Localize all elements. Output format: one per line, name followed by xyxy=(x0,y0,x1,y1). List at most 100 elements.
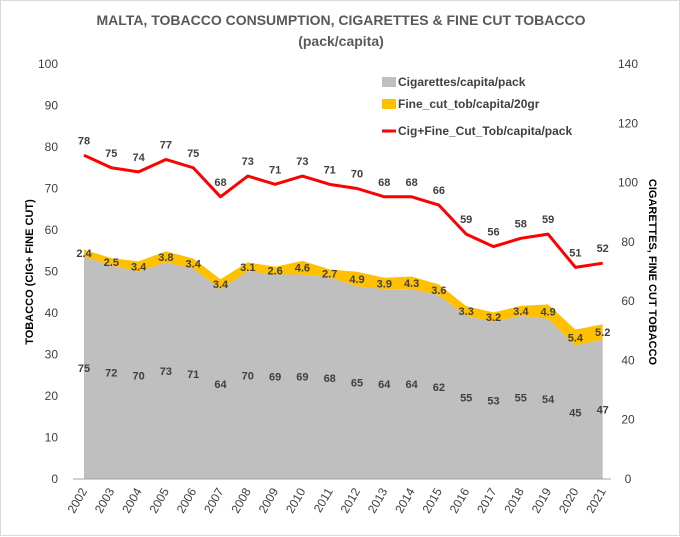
x-axis-ticks: 2002 2003 2004 2005 2006 2007 2008 2009 2010 2011… xyxy=(65,485,609,515)
cigarettes-data-label: 69 xyxy=(269,372,281,384)
total-data-label: 71 xyxy=(269,164,281,176)
fine-cut-data-label: 3.1 xyxy=(240,262,255,274)
x-tick-label: 2004 xyxy=(119,485,145,515)
total-data-label: 75 xyxy=(105,148,117,160)
x-tick-label: 2010 xyxy=(283,485,309,515)
total-data-label: 68 xyxy=(405,177,417,189)
total-data-label: 73 xyxy=(296,156,308,168)
cigarettes-data-label: 69 xyxy=(296,372,308,384)
cigarettes-data-label: 70 xyxy=(132,370,144,382)
left-tick-label: 80 xyxy=(45,140,59,154)
left-tick-label: 40 xyxy=(45,306,59,320)
legend-entry-label: Fine_cut_tob/capita/20gr xyxy=(398,97,540,111)
x-tick-label: 2019 xyxy=(529,485,555,515)
line-series xyxy=(83,153,603,269)
x-tick-label: 2011 xyxy=(311,485,336,515)
left-axis-ticks: 0 10 20 30 40 50 60 70 80 90 100 xyxy=(38,57,58,486)
left-tick-label: 30 xyxy=(45,348,59,362)
cigarettes-data-label: 55 xyxy=(460,392,472,404)
total-data-label: 58 xyxy=(515,218,527,230)
x-tick-label: 2014 xyxy=(392,485,418,515)
left-tick-label: 70 xyxy=(45,182,59,196)
right-tick-label: 20 xyxy=(621,413,635,427)
cigarettes-data-label: 68 xyxy=(324,373,336,385)
total-data-label: 77 xyxy=(160,139,172,151)
left-tick-label: 50 xyxy=(45,265,59,279)
total-data-label: 70 xyxy=(351,169,363,181)
total-data-label: 68 xyxy=(214,177,226,189)
fine-cut-data-label: 3.6 xyxy=(431,285,446,297)
x-tick-label: 2006 xyxy=(174,485,200,515)
cigarettes-data-label: 72 xyxy=(105,367,117,379)
y-axis-right-title: CIGARETTES, FINE CUT TOBACCO xyxy=(646,179,658,366)
legend-swatch-area xyxy=(382,99,396,109)
total-data-label: 51 xyxy=(569,247,581,259)
chart-title-line1: MALTA, TOBACCO CONSUMPTION, CIGARETTES &… xyxy=(97,12,586,28)
right-tick-label: 60 xyxy=(621,294,635,308)
total-data-label: 52 xyxy=(597,243,609,255)
left-tick-label: 60 xyxy=(45,223,59,237)
fine-cut-data-label: 2.4 xyxy=(76,248,92,260)
fine-cut-data-label: 4.3 xyxy=(404,278,419,290)
fine-cut-data-label: 3.4 xyxy=(513,306,529,318)
cigarettes-data-label: 75 xyxy=(78,363,90,375)
total-consumption-line xyxy=(83,153,603,269)
fine-cut-data-label: 5.4 xyxy=(568,333,584,345)
fine-cut-data-label: 4.9 xyxy=(349,274,364,286)
fine-cut-data-label: 3.8 xyxy=(158,252,173,264)
x-tick-label: 2012 xyxy=(338,485,364,515)
cigarettes-data-label: 55 xyxy=(515,392,527,404)
fine-cut-data-label: 5.2 xyxy=(595,327,610,339)
fine-cut-data-label: 4.9 xyxy=(540,307,555,319)
cigarettes-area xyxy=(84,256,603,479)
x-tick-label: 2018 xyxy=(501,485,527,515)
cigarettes-data-label: 62 xyxy=(433,382,445,394)
right-tick-label: 100 xyxy=(618,176,638,190)
cigarettes-data-label: 47 xyxy=(597,404,609,416)
fine-cut-data-label: 3.4 xyxy=(213,279,229,291)
right-tick-label: 80 xyxy=(621,235,635,249)
total-data-label: 66 xyxy=(433,185,445,197)
cigarettes-data-label: 64 xyxy=(405,379,418,391)
fine-cut-data-label: 2.7 xyxy=(322,268,337,280)
y-axis-left-title: TOBACCO (CIG+ FINE CUT) xyxy=(24,199,36,345)
total-data-label: 56 xyxy=(487,227,499,239)
right-tick-label: 0 xyxy=(625,472,632,486)
data-labels: 78 75 74 77 75 68 73 71 73 71 70 68 68 66 59 56 58 59 51 52… xyxy=(76,135,610,419)
cigarettes-data-label: 64 xyxy=(214,379,227,391)
total-data-label: 75 xyxy=(187,148,199,160)
x-tick-label: 2005 xyxy=(146,485,172,515)
cigarettes-data-label: 71 xyxy=(187,369,199,381)
cigarettes-data-label: 54 xyxy=(542,394,555,406)
right-axis-ticks: 0 20 40 60 80 100 120 140 xyxy=(618,57,638,486)
total-data-label: 71 xyxy=(324,164,336,176)
right-tick-label: 120 xyxy=(618,116,638,130)
left-tick-label: 100 xyxy=(38,57,58,71)
chart-title-line2: (pack/capita) xyxy=(298,33,384,49)
total-data-label: 73 xyxy=(242,156,254,168)
cigarettes-data-label: 53 xyxy=(487,395,499,407)
total-data-label: 68 xyxy=(378,177,390,189)
x-tick-label: 2003 xyxy=(92,485,118,515)
legend-swatch-area xyxy=(382,77,396,87)
area-series xyxy=(84,249,603,479)
cigarettes-data-label: 70 xyxy=(242,370,254,382)
legend-entry-label: Cig+Fine_Cut_Tob/capita/pack xyxy=(398,124,572,138)
total-data-label: 59 xyxy=(460,214,472,226)
x-tick-label: 2016 xyxy=(447,485,473,515)
fine-cut-data-label: 2.5 xyxy=(104,257,119,269)
legend-entry-label: Cigarettes/capita/pack xyxy=(398,75,526,89)
fine-cut-data-label: 3.4 xyxy=(186,258,202,270)
fine-cut-data-label: 3.4 xyxy=(131,261,147,273)
right-tick-label: 140 xyxy=(618,57,638,71)
fine-cut-data-label: 4.6 xyxy=(295,263,310,275)
cigarettes-data-label: 73 xyxy=(160,366,172,378)
left-tick-label: 20 xyxy=(45,389,59,403)
total-data-label: 78 xyxy=(78,135,90,147)
cigarettes-data-label: 45 xyxy=(569,407,581,419)
x-tick-label: 2009 xyxy=(256,485,282,515)
cigarettes-data-label: 64 xyxy=(378,379,391,391)
x-tick-label: 2020 xyxy=(556,485,582,515)
